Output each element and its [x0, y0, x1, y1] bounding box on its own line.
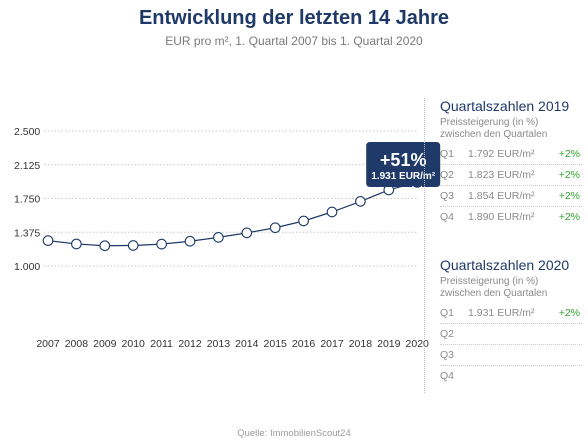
quarter-change: +2% — [558, 211, 580, 223]
data-point — [355, 196, 366, 207]
data-point — [156, 238, 167, 250]
y-tick-label: 1.375 — [14, 227, 40, 239]
quarter-row: Q2 — [440, 324, 582, 345]
data-point — [326, 206, 338, 218]
quarter-value: 1.823 EUR/m² — [468, 169, 535, 181]
data-point — [127, 240, 139, 251]
data-point — [42, 235, 54, 246]
x-tick-label: 2011 — [150, 338, 173, 350]
y-tick-label: 2.500 — [14, 126, 40, 138]
chart-title: Entwicklung der letzten 14 Jahre — [138, 7, 450, 29]
quarter-value: 1.890 EUR/m² — [468, 211, 535, 223]
quarter-panel-2020: Quartalszahlen 2020 Preissteigerung (in … — [440, 257, 582, 386]
quarter-panel-2020-title: Quartalszahlen 2020 — [440, 257, 570, 273]
x-tick-label: 2007 — [36, 338, 60, 350]
quarter-label: Q3 — [440, 190, 455, 202]
subtitle-line-2: zwischen den Quartalen — [440, 129, 548, 140]
data-point — [213, 232, 224, 243]
quarter-row: Q1 1.931 EUR/m² +2% — [440, 303, 582, 324]
quarter-row: Q3 — [440, 345, 582, 366]
quarter-value: 1.854 EUR/m² — [468, 190, 535, 202]
x-tick-label: 2015 — [264, 338, 288, 350]
panel-divider — [424, 98, 425, 393]
quarter-label: Q1 — [440, 148, 455, 160]
x-tick-label: 2019 — [377, 338, 401, 350]
quarter-panel-2019-subtitle: Preissteigerung (in %) zwischen den Quar… — [440, 117, 582, 141]
quarter-label: Q4 — [440, 370, 455, 382]
data-point — [99, 240, 111, 252]
subtitle-line-2: zwischen den Quartalen — [440, 288, 548, 299]
quarter-label: Q4 — [440, 211, 455, 223]
x-tick-label: 2014 — [235, 338, 259, 350]
y-tick-label: 1.000 — [14, 261, 40, 273]
x-tick-label: 2013 — [207, 338, 231, 350]
x-tick-label: 2016 — [292, 338, 316, 350]
quarter-row: Q1 1.792 EUR/m² +2% — [440, 144, 582, 165]
data-point — [71, 238, 82, 250]
series-line — [47, 181, 418, 247]
x-tick-label: 2012 — [178, 338, 202, 350]
quarter-value: 1.792 EUR/m² — [468, 148, 535, 160]
quarter-change: +2% — [558, 190, 580, 202]
x-tick-label: 2018 — [349, 338, 373, 350]
source-note: Quelle: ImmobilienScout24 — [237, 428, 351, 439]
x-tick-label: 2008 — [65, 338, 89, 350]
y-tick-label: 2.125 — [14, 160, 40, 172]
callout-value: 1.931 EUR/m² — [371, 171, 436, 182]
quarter-change: +2% — [558, 307, 580, 319]
data-point — [269, 222, 281, 234]
callout-bubble — [366, 142, 441, 187]
data-point — [241, 227, 253, 239]
quarter-label: Q1 — [440, 307, 455, 319]
x-tick-label: 2010 — [122, 338, 146, 350]
quarter-row: Q2 1.823 EUR/m² +2% — [440, 165, 582, 186]
subtitle-line-1: Preissteigerung (in %) — [440, 117, 539, 128]
quarter-label: Q2 — [440, 328, 455, 340]
quarter-value: 1.931 EUR/m² — [468, 307, 535, 319]
quarter-label: Q2 — [440, 169, 455, 181]
quarter-panel-2019: Quartalszahlen 2019 Preissteigerung (in … — [440, 98, 582, 227]
x-tick-label: 2017 — [320, 338, 344, 350]
quarter-panel-2019-title: Quartalszahlen 2019 — [440, 98, 570, 114]
x-tick-label: 2020 — [406, 338, 430, 350]
subtitle-line-1: Preissteigerung (in %) — [440, 276, 539, 287]
chart-subtitle: EUR pro m², 1. Quartal 2007 bis 1. Quart… — [165, 34, 423, 48]
quarter-change: +2% — [558, 148, 580, 160]
data-point — [298, 215, 309, 227]
data-point — [184, 235, 196, 247]
quarter-row: Q4 1.890 EUR/m² +2% — [440, 207, 582, 227]
quarter-label: Q3 — [440, 349, 455, 361]
callout-percent: +51% — [380, 150, 427, 170]
quarter-panel-2020-subtitle: Preissteigerung (in %) zwischen den Quar… — [440, 276, 582, 300]
quarter-row: Q4 — [440, 366, 582, 386]
quarter-change: +2% — [558, 169, 580, 181]
quarter-row: Q3 1.854 EUR/m² +2% — [440, 186, 582, 207]
y-tick-label: 1.750 — [14, 194, 40, 206]
x-tick-label: 2009 — [93, 338, 117, 350]
